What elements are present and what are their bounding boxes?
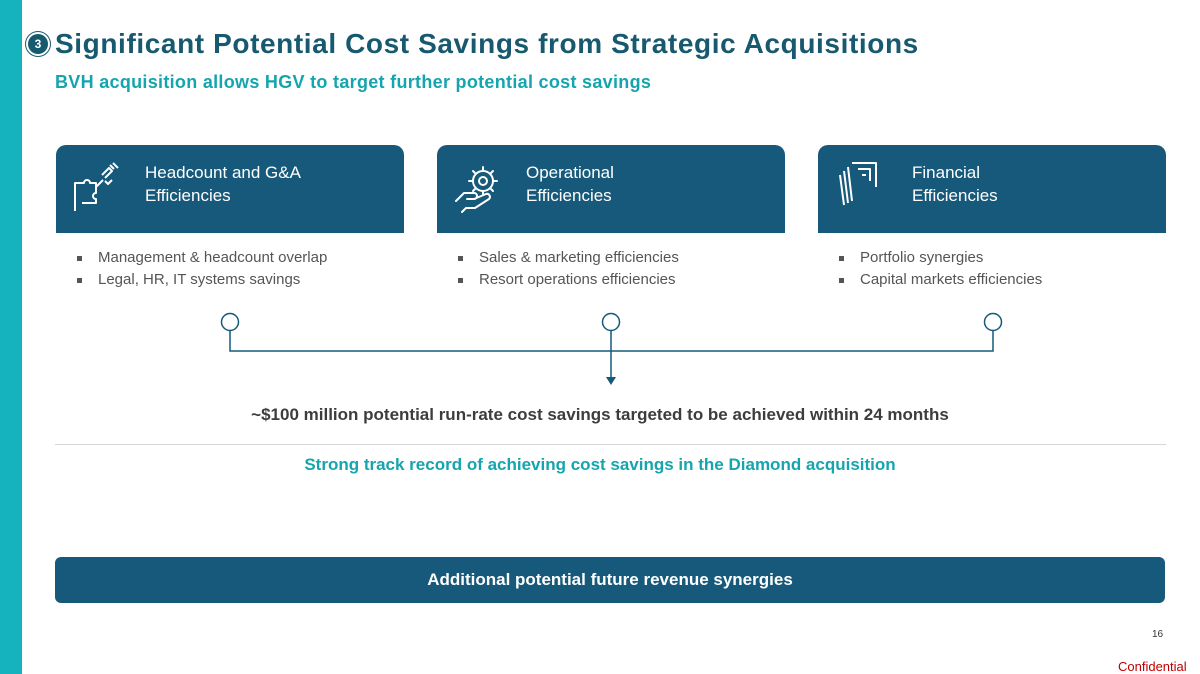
revenue-synergies-label: Additional potential future revenue syne… [427, 570, 793, 589]
connector-line [229, 330, 994, 378]
card-label-line2: Efficiencies [526, 186, 612, 205]
card-label-financial: Financial Efficiencies [912, 161, 1132, 207]
confidential-label: Confidential [1118, 659, 1187, 674]
documents-icon [839, 162, 877, 206]
card-financial: Financial Efficiencies [818, 145, 1166, 233]
connector-node-left [220, 312, 240, 332]
bullet-list-headcount-ga: Management & headcount overlap Legal, HR… [74, 247, 327, 291]
card-label-line2: Efficiencies [145, 186, 231, 205]
bullet-item: Sales & marketing efficiencies [455, 247, 679, 269]
connector-node-right [983, 312, 1003, 332]
slide-title: Significant Potential Cost Savings from … [55, 28, 919, 59]
bullet-list-operational: Sales & marketing efficiencies Resort op… [455, 247, 679, 291]
bullet-item: Legal, HR, IT systems savings [74, 269, 327, 291]
card-label-line1: Operational [526, 163, 614, 182]
connector-arrowhead [606, 377, 616, 385]
bullet-item: Resort operations efficiencies [455, 269, 679, 291]
bullet-list-financial: Portfolio synergies Capital markets effi… [836, 247, 1042, 291]
card-label-line1: Financial [912, 163, 981, 182]
card-operational: Operational Efficiencies [437, 145, 785, 233]
card-label-line2: Efficiencies [912, 186, 998, 205]
card-label-line1: Headcount and G&A [145, 163, 301, 182]
page-number: 16 [1152, 629, 1164, 640]
divider [55, 444, 1166, 445]
bullet-item: Capital markets efficiencies [836, 269, 1042, 291]
bullet-item: Management & headcount overlap [74, 247, 327, 269]
card-headcount-ga: Headcount and G&A Efficiencies [56, 145, 404, 233]
card-label-operational: Operational Efficiencies [526, 161, 746, 207]
savings-target-text: ~$100 million potential run-rate cost sa… [251, 405, 949, 424]
side-accent-bar [0, 0, 22, 674]
revenue-synergies-box: Additional potential future revenue syne… [55, 557, 1165, 603]
track-record-text: Strong track record of achieving cost sa… [304, 455, 896, 474]
connector-node-center [601, 312, 621, 332]
card-label-headcount-ga: Headcount and G&A Efficiencies [145, 161, 365, 207]
slide-subtitle: BVH acquisition allows HGV to target fur… [55, 72, 652, 92]
puzzle-hand-icon [74, 162, 119, 211]
bullet-item: Portfolio synergies [836, 247, 1042, 269]
gear-hand-icon [455, 166, 498, 213]
section-number-badge: 3 [28, 34, 48, 54]
